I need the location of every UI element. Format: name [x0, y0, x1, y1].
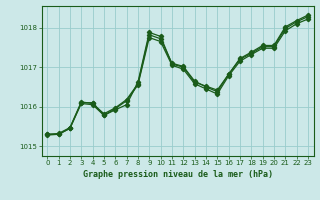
X-axis label: Graphe pression niveau de la mer (hPa): Graphe pression niveau de la mer (hPa) [83, 170, 273, 179]
